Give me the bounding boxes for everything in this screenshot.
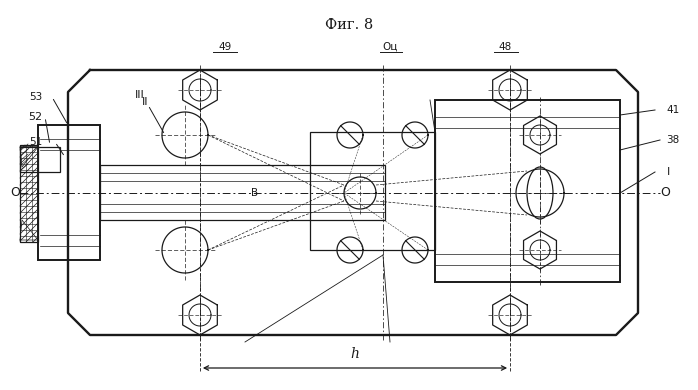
Text: Фиг. 8: Фиг. 8 [325,18,373,32]
Text: III: III [135,90,144,100]
Text: II: II [142,97,149,107]
Bar [100,165,385,220]
Bar [20,147,60,172]
Text: I: I [667,167,670,177]
Text: 53: 53 [29,92,42,102]
Text: 38: 38 [666,135,679,145]
Text: h: h [350,347,359,361]
Bar [20,145,38,242]
Text: 41: 41 [666,105,679,115]
Text: 48: 48 [498,42,512,52]
Bar [310,132,435,250]
Text: B: B [251,188,258,198]
Text: O: O [10,186,20,200]
Text: 51: 51 [29,137,42,147]
Bar [38,125,100,260]
Bar [435,100,620,282]
Text: Oц: Oц [383,42,398,52]
Text: 49: 49 [218,42,232,52]
Text: 52: 52 [28,112,42,122]
Text: O: O [660,186,670,200]
